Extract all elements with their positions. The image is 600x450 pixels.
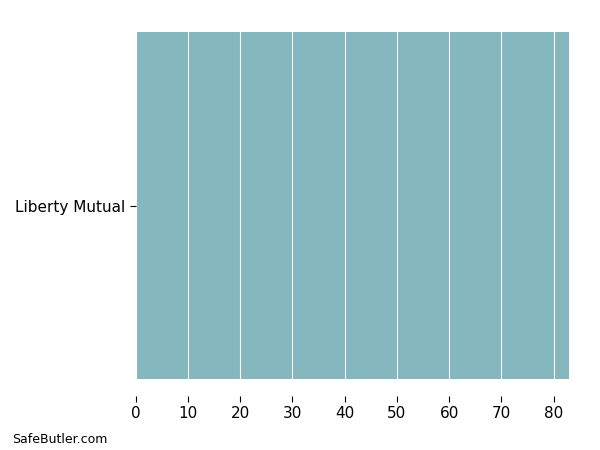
Text: SafeButler.com: SafeButler.com — [12, 433, 107, 446]
